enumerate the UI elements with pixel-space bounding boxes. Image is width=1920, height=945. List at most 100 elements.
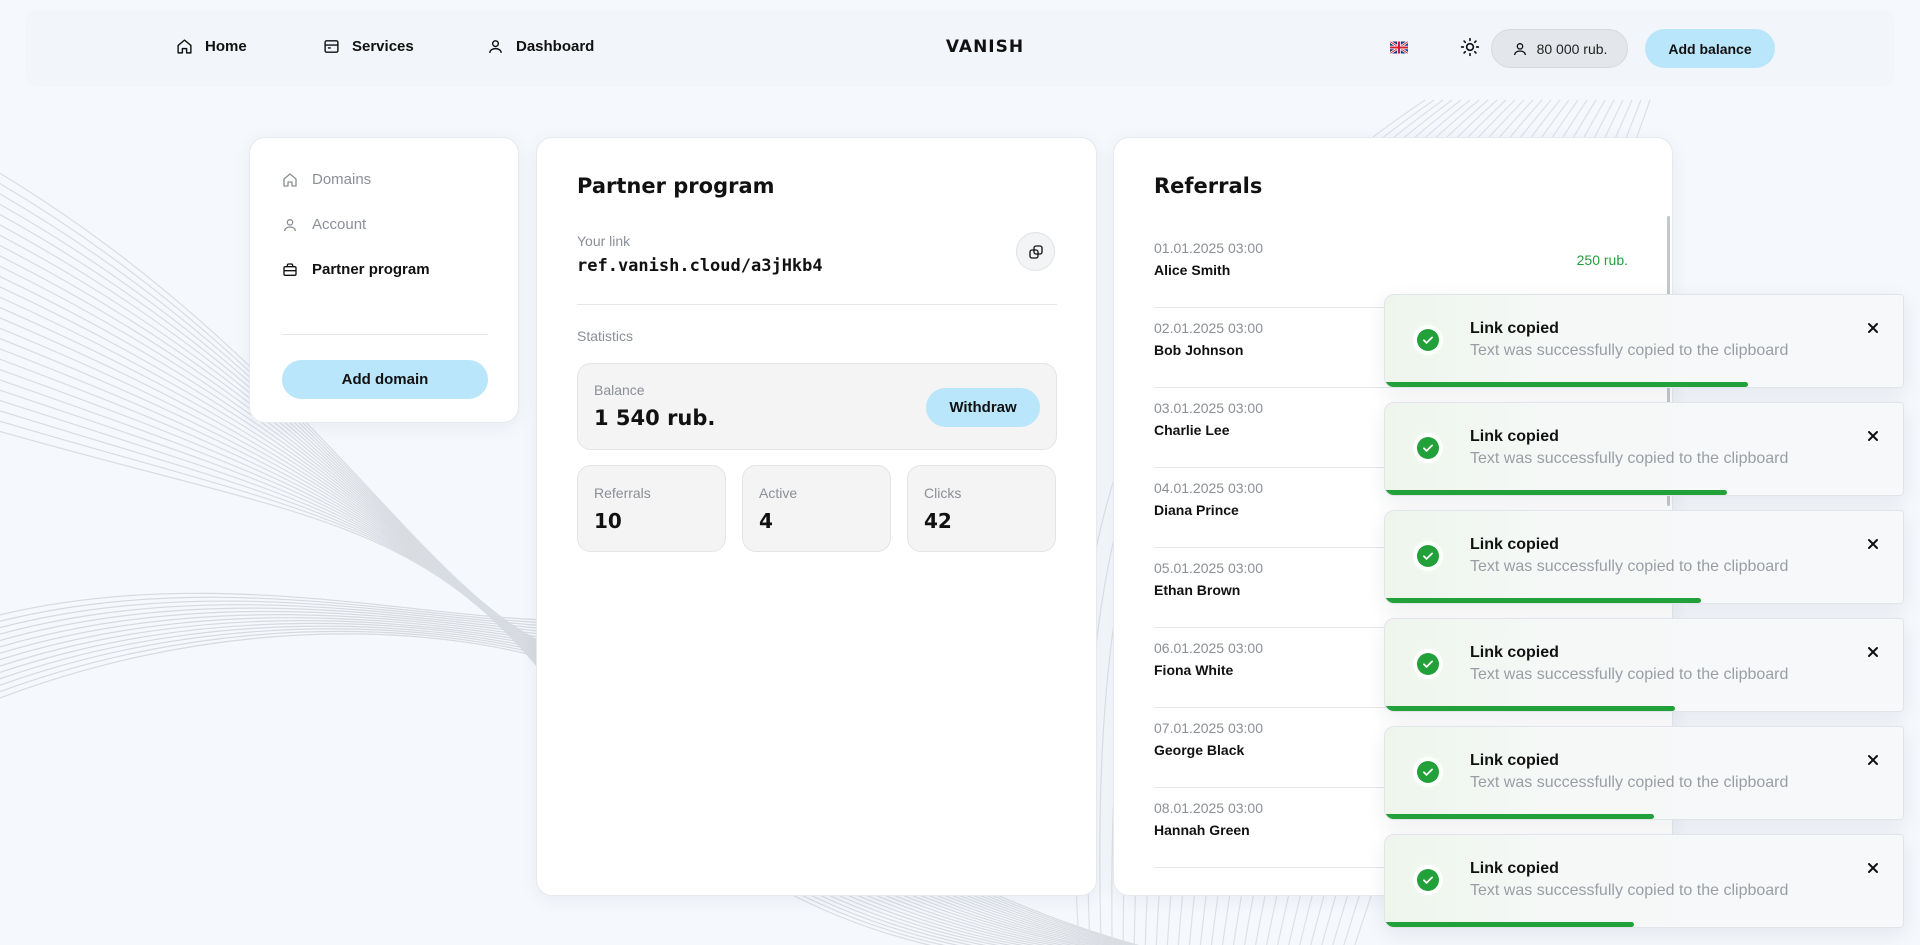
referral-name: Diana Prince: [1154, 502, 1239, 518]
nav-home-label: Home: [205, 38, 247, 55]
toast-title: Link copied: [1470, 320, 1559, 337]
stat-label: Active: [759, 485, 798, 501]
toast-title: Link copied: [1470, 536, 1559, 553]
nav-dashboard[interactable]: Dashboard: [487, 38, 594, 55]
balance-amount: 80 000 rub.: [1536, 40, 1608, 57]
toast-title: Link copied: [1470, 860, 1559, 877]
check-circle-icon: [1413, 865, 1443, 895]
toast-message: Text was successfully copied to the clip…: [1470, 774, 1789, 791]
toast-message: Text was successfully copied to the clip…: [1470, 558, 1789, 575]
toast-message: Text was successfully copied to the clip…: [1470, 882, 1789, 899]
toast-notification: Link copied Text was successfully copied…: [1384, 294, 1904, 388]
partner-program-card: Partner program Your link ref.vanish.clo…: [536, 137, 1097, 896]
toast-progress-bar: [1385, 598, 1701, 603]
referral-date: 04.01.2025 03:00: [1154, 480, 1263, 496]
balance-button[interactable]: 80 000 rub.: [1491, 29, 1628, 68]
referral-date: 01.01.2025 03:00: [1154, 240, 1263, 256]
close-icon[interactable]: [1865, 860, 1881, 876]
referral-link[interactable]: ref.vanish.cloud/a3jHkb4: [577, 256, 823, 276]
referral-name: George Black: [1154, 742, 1245, 758]
brand-logo[interactable]: VANISH: [945, 37, 1025, 57]
toast-title: Link copied: [1470, 752, 1559, 769]
toast-notification: Link copied Text was successfully copied…: [1384, 402, 1904, 496]
home-icon: [283, 172, 297, 187]
check-circle-icon: [1413, 757, 1443, 787]
nav-dashboard-label: Dashboard: [516, 38, 595, 55]
close-icon[interactable]: [1865, 320, 1881, 336]
sidebar-item-label: Account: [312, 216, 367, 233]
your-link-label: Your link: [577, 233, 631, 249]
toast-notification: Link copied Text was successfully copied…: [1384, 726, 1904, 820]
theme-toggle[interactable]: [1460, 37, 1480, 57]
toast-message: Text was successfully copied to the clip…: [1470, 450, 1789, 467]
balance-panel: Balance 1 540 rub. Withdraw: [577, 363, 1057, 450]
referral-name: Charlie Lee: [1154, 422, 1230, 438]
nav-services[interactable]: Services: [323, 38, 414, 55]
referral-name: Hannah Green: [1154, 822, 1250, 838]
sidebar: Domains Account Partner program Add doma…: [249, 137, 519, 423]
referral-date: 03.01.2025 03:00: [1154, 400, 1263, 416]
referral-name: Ethan Brown: [1154, 582, 1241, 598]
stat-label: Clicks: [924, 485, 962, 501]
referral-date: 02.01.2025 03:00: [1154, 320, 1263, 336]
sidebar-item-domains[interactable]: Domains: [282, 171, 371, 188]
toast-progress-bar: [1385, 706, 1676, 711]
home-icon: [177, 39, 192, 54]
statistics-label: Statistics: [577, 328, 634, 344]
toast-notification: Link copied Text was successfully copied…: [1384, 834, 1904, 928]
close-icon[interactable]: [1865, 752, 1881, 768]
add-balance-button[interactable]: Add balance: [1645, 29, 1775, 68]
toast-progress-bar: [1385, 814, 1655, 819]
close-icon[interactable]: [1865, 644, 1881, 660]
top-navigation-bar: Home Services Dashboard VANISH 80 000 ru…: [25, 10, 1895, 87]
uk-flag-icon[interactable]: [1390, 41, 1408, 54]
briefcase-icon: [283, 262, 297, 276]
stat-label: Referrals: [594, 485, 651, 501]
add-domain-button[interactable]: Add domain: [282, 360, 488, 399]
referral-date: 06.01.2025 03:00: [1154, 640, 1263, 656]
sidebar-item-label: Domains: [312, 171, 372, 188]
toast-title: Link copied: [1470, 428, 1559, 445]
stat-value: 10: [594, 509, 622, 533]
close-icon[interactable]: [1865, 428, 1881, 444]
balance-label: Balance: [594, 382, 645, 398]
stat-referrals: Referrals 10: [577, 465, 726, 552]
toast-message: Text was successfully copied to the clip…: [1470, 666, 1789, 683]
sidebar-item-account[interactable]: Account: [282, 216, 366, 233]
referral-date: 05.01.2025 03:00: [1154, 560, 1263, 576]
referral-name: Alice Smith: [1154, 262, 1231, 278]
sidebar-item-label: Partner program: [312, 261, 430, 278]
referral-name: Fiona White: [1154, 662, 1234, 678]
check-circle-icon: [1413, 649, 1443, 679]
stat-value: 4: [759, 509, 773, 533]
toast-progress-bar: [1385, 382, 1748, 387]
withdraw-button[interactable]: Withdraw: [926, 388, 1040, 427]
page-title: Partner program: [577, 174, 775, 198]
toast-notification: Link copied Text was successfully copied…: [1384, 510, 1904, 604]
nav-services-label: Services: [352, 38, 414, 55]
toast-message: Text was successfully copied to the clip…: [1470, 342, 1789, 359]
balance-value: 1 540 rub.: [594, 406, 716, 430]
divider: [577, 304, 1057, 305]
user-icon: [489, 40, 502, 53]
toast-progress-bar: [1385, 922, 1634, 927]
sidebar-item-partner-program[interactable]: Partner program: [282, 261, 430, 278]
referral-date: 08.01.2025 03:00: [1154, 800, 1263, 816]
copy-link-button[interactable]: [1016, 232, 1055, 271]
nav-home[interactable]: Home: [176, 38, 247, 55]
stat-active: Active 4: [742, 465, 891, 552]
user-icon: [1513, 42, 1526, 55]
check-circle-icon: [1413, 433, 1443, 463]
check-circle-icon: [1413, 325, 1443, 355]
copy-icon: [1028, 244, 1043, 259]
referral-amount: 250 rub.: [1576, 252, 1628, 268]
referral-date: 07.01.2025 03:00: [1154, 720, 1263, 736]
toast-title: Link copied: [1470, 644, 1559, 661]
user-icon: [284, 218, 296, 231]
close-icon[interactable]: [1865, 536, 1881, 552]
stat-value: 42: [924, 509, 952, 533]
toast-progress-bar: [1385, 490, 1727, 495]
services-icon: [324, 40, 339, 53]
stat-clicks: Clicks 42: [907, 465, 1056, 552]
sidebar-divider: [282, 334, 488, 335]
